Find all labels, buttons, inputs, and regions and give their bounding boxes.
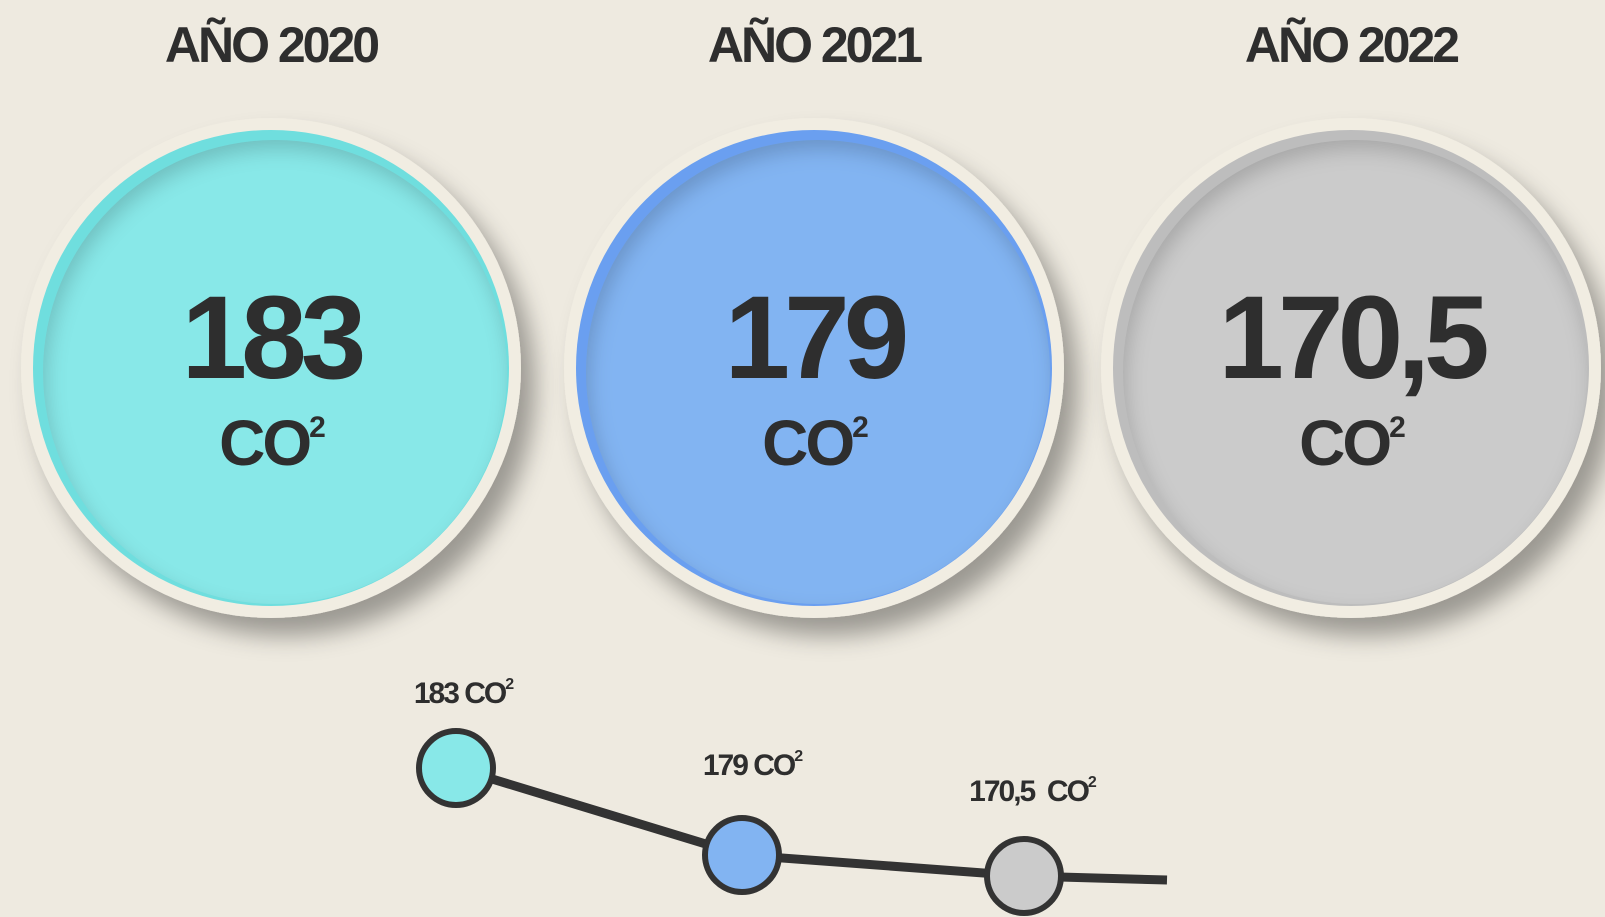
trend-dot: [416, 728, 496, 808]
label-text: 170,5 CO: [969, 775, 1089, 808]
card-face: [43, 140, 507, 604]
unit-text: CO: [1299, 407, 1390, 479]
trend-dot: [702, 815, 782, 895]
card-face: [586, 140, 1050, 604]
label-sup: 2: [505, 676, 514, 693]
card-title: AÑO 2020: [165, 17, 378, 73]
trend-label: 170,5 CO2: [969, 774, 1097, 808]
unit-sup: 2: [1389, 411, 1405, 444]
card-title: AÑO 2022: [1245, 17, 1458, 73]
card-value: 170,5: [1218, 272, 1487, 404]
trend-label: 183 CO2: [414, 676, 514, 710]
card-value: 179: [725, 272, 906, 404]
unit-text: CO: [219, 407, 310, 479]
unit-sup: 2: [852, 411, 868, 444]
card-unit: CO2: [219, 407, 325, 479]
label-text: 183 CO: [414, 677, 507, 710]
trend-line: [454, 763, 1168, 885]
card-value: 183: [182, 272, 363, 404]
unit-sup: 2: [309, 411, 325, 444]
unit-text: CO: [762, 407, 853, 479]
label-sup: 2: [1088, 774, 1097, 791]
label-sup: 2: [794, 748, 803, 765]
card-face: [1123, 140, 1587, 604]
card-title: AÑO 2021: [708, 17, 922, 73]
card-unit: CO2: [1299, 407, 1405, 479]
trend-label: 179 CO2: [703, 748, 803, 782]
trend-dot: [984, 836, 1064, 916]
label-text: 179 CO: [703, 749, 796, 782]
